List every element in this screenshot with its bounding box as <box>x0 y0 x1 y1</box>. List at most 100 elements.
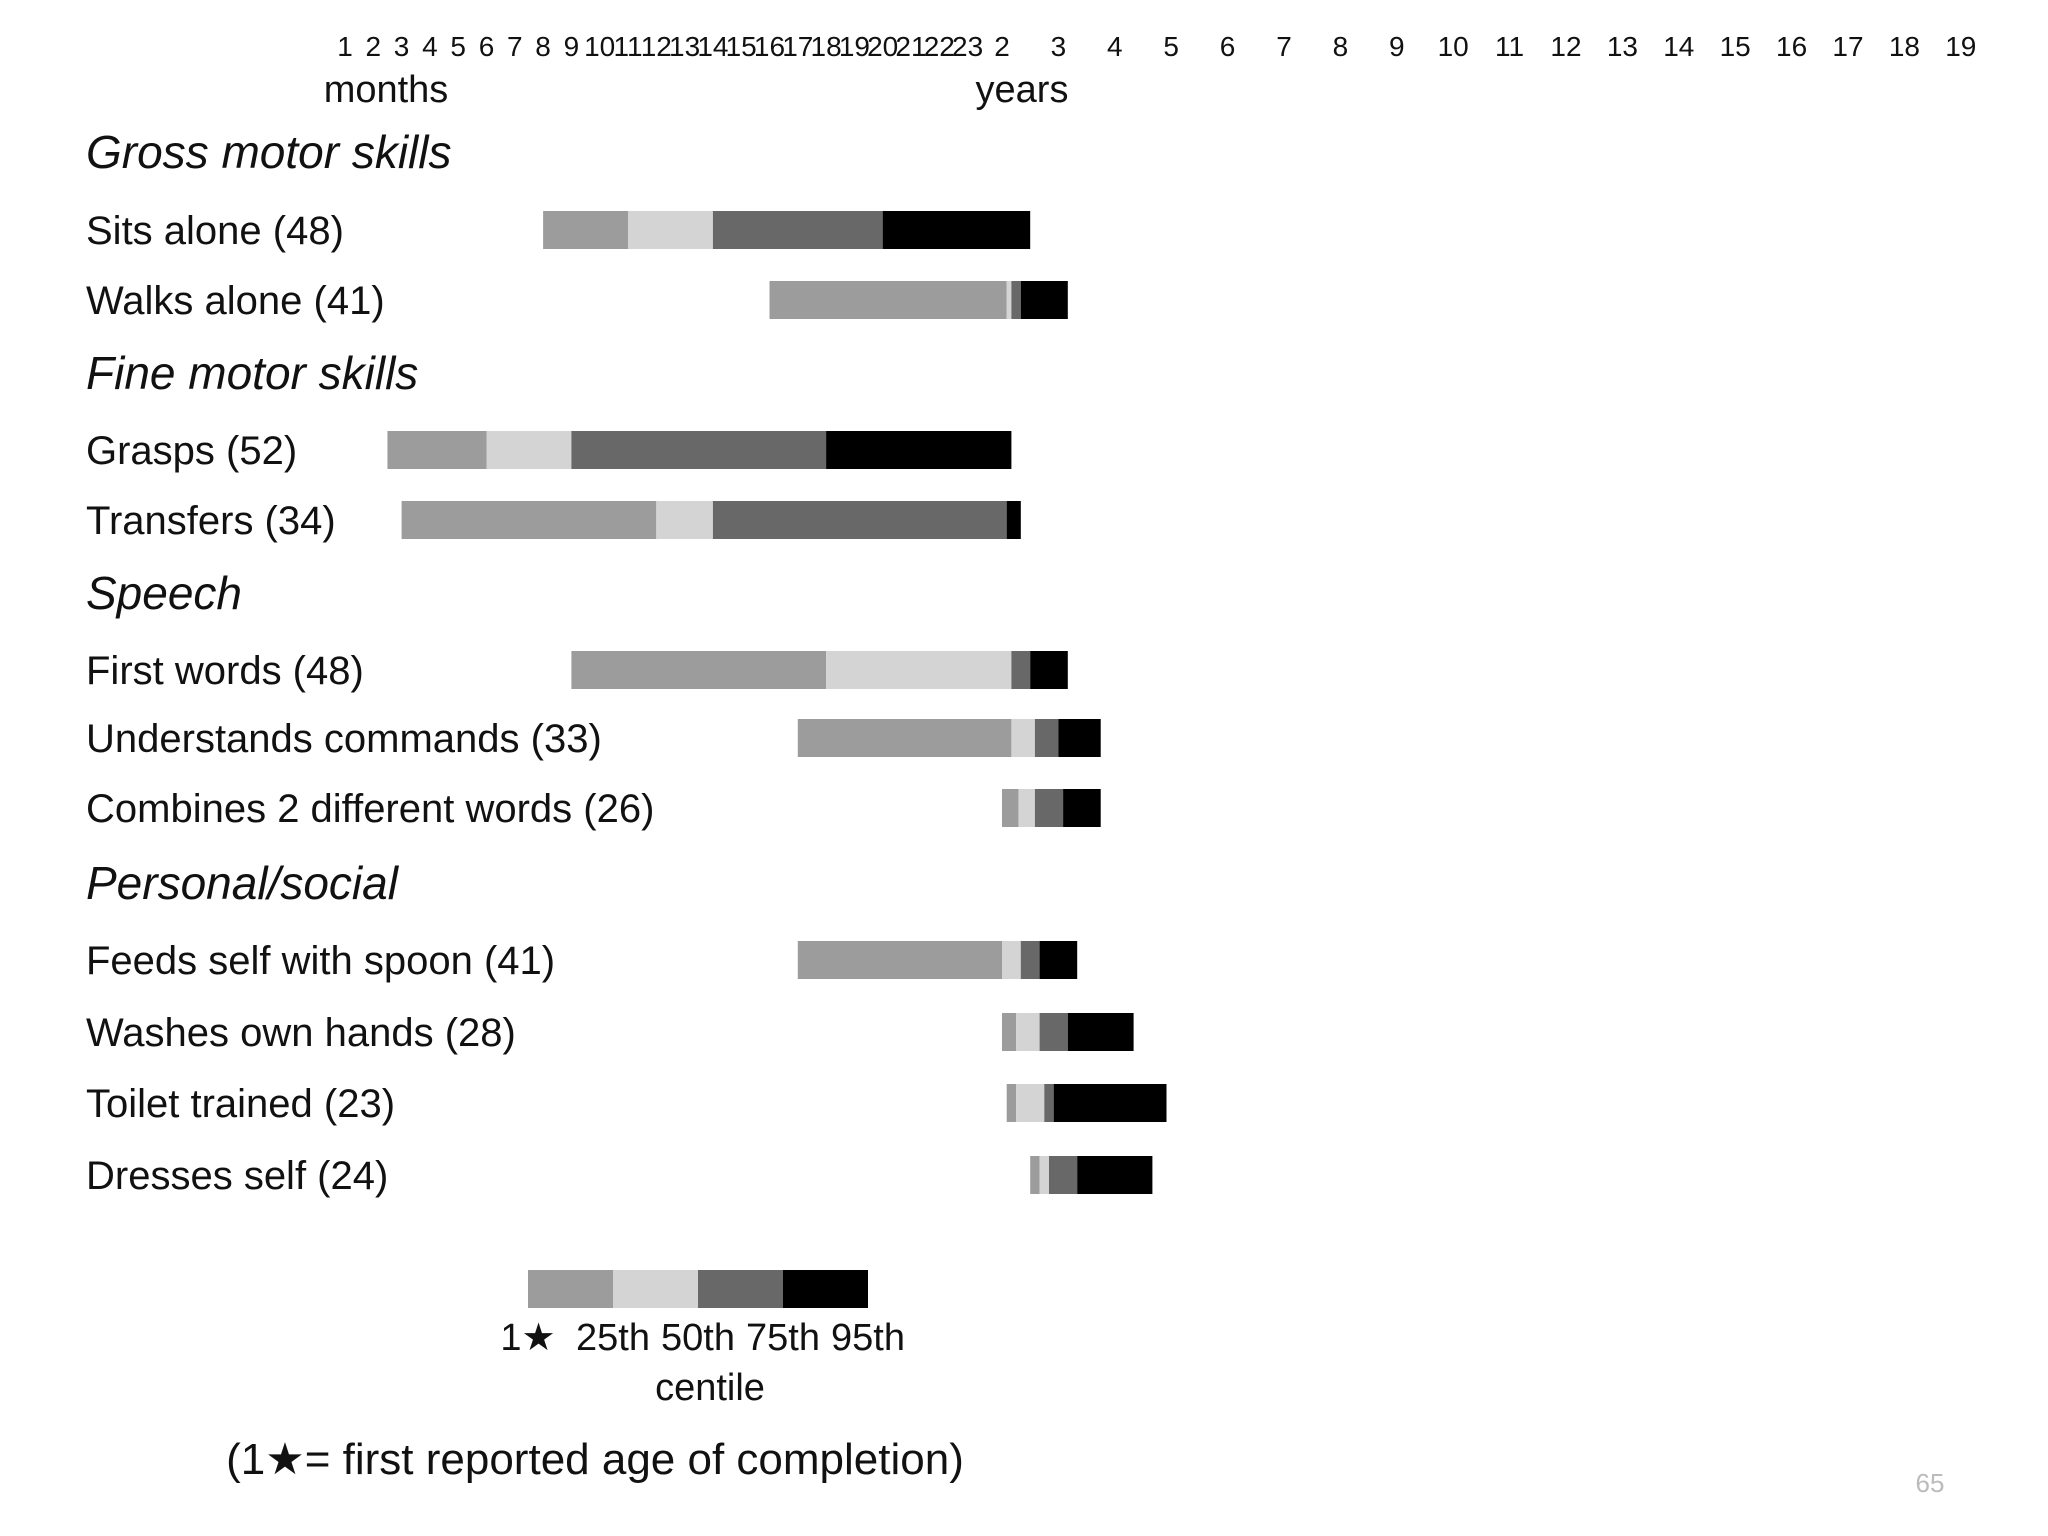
section-title: Fine motor skills <box>86 347 418 399</box>
centile-segment <box>1006 281 1012 319</box>
centile-segment <box>1011 281 1021 319</box>
centile-segment <box>1006 501 1021 539</box>
years-axis-label: years <box>976 69 1069 111</box>
year-tick-label: 4 <box>1107 31 1123 62</box>
year-tick-label: 16 <box>1776 31 1807 62</box>
milestone-label: Feeds self with spoon (41) <box>86 939 555 983</box>
legend-swatch <box>698 1270 783 1308</box>
year-tick-label: 5 <box>1163 31 1179 62</box>
year-tick-label: 2 <box>994 31 1010 62</box>
centile-segment <box>1020 281 1068 319</box>
legend-caption: centile <box>655 1367 765 1409</box>
month-tick-label: 21 <box>895 31 926 62</box>
milestone-label: Washes own hands (28) <box>86 1011 516 1055</box>
centile-segment <box>1053 1084 1167 1122</box>
centile-segment <box>1020 941 1040 979</box>
year-axis: 2 3 4 5 6 7 8 9 10 11 12 13 14 15 16 17 18 19 <box>994 31 1976 62</box>
centile-segment <box>1034 719 1059 757</box>
centile-segment <box>1002 789 1019 827</box>
centile-segment <box>1044 1084 1054 1122</box>
milestone-label: Dresses self (24) <box>86 1154 388 1198</box>
legend-note: (1★= first reported age of completion) <box>226 1435 964 1484</box>
milestone-label: Grasps (52) <box>86 429 297 473</box>
month-tick-label: 18 <box>811 31 842 62</box>
month-tick-label: 1 <box>337 31 353 62</box>
centile-segment <box>712 211 883 249</box>
centile-segment <box>712 501 1007 539</box>
centile-segment <box>1016 1013 1040 1051</box>
month-tick-label: 8 <box>535 31 551 62</box>
month-tick-label: 15 <box>726 31 757 62</box>
legend-swatches <box>528 1270 868 1308</box>
centile-segment <box>1016 1084 1045 1122</box>
centile-segment <box>1039 1013 1068 1051</box>
legend-label: 25th <box>576 1317 650 1359</box>
legend-label: 50th <box>661 1317 735 1359</box>
centile-segment <box>1063 789 1101 827</box>
year-tick-label: 15 <box>1720 31 1751 62</box>
month-tick-label: 5 <box>450 31 466 62</box>
centile-segment <box>1039 941 1078 979</box>
month-tick-label: 11 <box>613 31 642 62</box>
centile-segment <box>543 211 628 249</box>
legend-swatch <box>613 1270 698 1308</box>
legend-label: 95th <box>831 1317 905 1359</box>
legend: 1★ 25th 50th 75th 95th centile (1★= first re… <box>226 1270 964 1484</box>
centile-segment <box>571 651 827 689</box>
centile-segment <box>1058 719 1101 757</box>
month-tick-label: 3 <box>394 31 410 62</box>
centile-segment <box>1077 1156 1153 1194</box>
centile-segment <box>1030 1156 1040 1194</box>
centile-segment <box>1049 1156 1078 1194</box>
year-tick-label: 17 <box>1832 31 1863 62</box>
centile-segment <box>656 501 713 539</box>
year-tick-label: 18 <box>1889 31 1920 62</box>
centile-segment <box>1067 1013 1134 1051</box>
year-tick-label: 12 <box>1550 31 1581 62</box>
month-tick-label: 10 <box>584 31 615 62</box>
month-tick-label: 4 <box>422 31 438 62</box>
section-title: Speech <box>86 567 242 619</box>
month-tick-label: 9 <box>564 31 580 62</box>
milestone-label: Toilet trained (23) <box>86 1082 395 1126</box>
centile-segment <box>1002 941 1021 979</box>
month-tick-label: 6 <box>479 31 495 62</box>
milestone-label: Understands commands (33) <box>86 717 602 761</box>
centile-segment <box>1011 651 1031 689</box>
centile-segment <box>387 431 487 469</box>
year-tick-label: 8 <box>1333 31 1349 62</box>
section-title: Gross motor skills <box>86 126 451 178</box>
centile-segment <box>1002 1013 1017 1051</box>
centile-segment <box>797 941 1002 979</box>
legend-label: 75th <box>746 1317 820 1359</box>
year-tick-label: 7 <box>1276 31 1292 62</box>
centile-segment <box>1030 651 1068 689</box>
legend-labels: 1★ 25th 50th 75th 95th <box>500 1317 905 1359</box>
centile-segment <box>826 431 1012 469</box>
month-tick-label: 23 <box>952 31 983 62</box>
milestone-label: Transfers (34) <box>86 499 336 543</box>
month-tick-label: 7 <box>507 31 523 62</box>
centile-segment <box>628 211 713 249</box>
year-tick-label: 14 <box>1663 31 1694 62</box>
centile-segment <box>571 431 827 469</box>
legend-label: 1★ <box>500 1317 555 1359</box>
centile-segment <box>1006 1084 1017 1122</box>
milestone-label: Combines 2 different words (26) <box>86 787 654 831</box>
month-tick-label: 13 <box>669 31 700 62</box>
milestone-label: First words (48) <box>86 649 364 693</box>
month-tick-label: 2 <box>366 31 382 62</box>
centile-segment <box>1018 789 1035 827</box>
centile-segment <box>797 719 1012 757</box>
centile-segment <box>826 651 1012 689</box>
section-title: Personal/social <box>86 857 400 909</box>
year-tick-label: 3 <box>1051 31 1067 62</box>
months-axis-label: months <box>324 69 449 111</box>
centile-segment <box>1034 789 1064 827</box>
year-tick-label: 9 <box>1389 31 1405 62</box>
year-tick-label: 13 <box>1607 31 1638 62</box>
year-tick-label: 6 <box>1220 31 1236 62</box>
centile-segment <box>401 501 657 539</box>
centile-segment <box>486 431 572 469</box>
